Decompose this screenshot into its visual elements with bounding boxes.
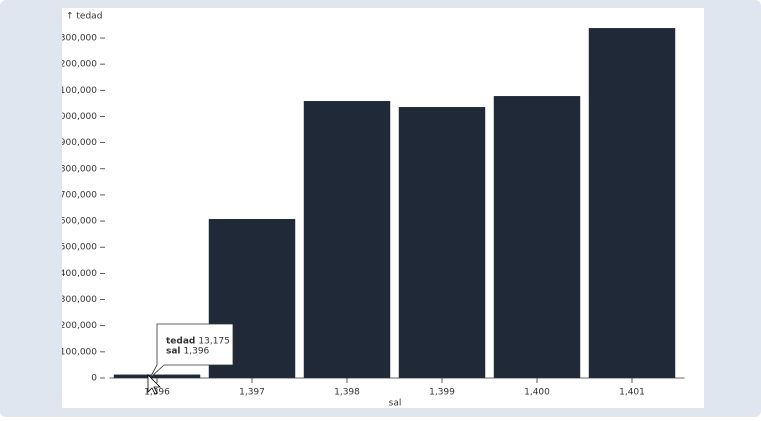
tooltip-key: tedad xyxy=(166,337,195,347)
y-tick-label: 300,000 xyxy=(60,295,97,305)
cursor xyxy=(147,374,161,395)
y-tick-label: 1,200,000 xyxy=(51,60,97,70)
y-tick-label: 100,000 xyxy=(60,347,97,357)
y-tick-label: 1,000,000 xyxy=(51,112,97,122)
y-tick-label: 1,300,000 xyxy=(51,34,97,44)
y-tick-label: 200,000 xyxy=(60,321,97,331)
y-tick-label: 400,000 xyxy=(60,269,97,279)
y-tick-label: 500,000 xyxy=(60,243,97,253)
x-tick-label: 1,400 xyxy=(524,388,550,398)
tooltip-box xyxy=(149,323,234,379)
tooltip: tedad 13,175 sal 1,396 xyxy=(147,323,234,395)
plot: ↑ tedad sal 0 100,000 200,000 300,000 400,00… xyxy=(51,12,685,409)
y-tick-label: 1,100,000 xyxy=(51,86,97,96)
tooltip-key: sal xyxy=(166,347,181,357)
bar xyxy=(398,107,486,379)
x-axis-label: sal xyxy=(389,399,402,409)
y-tick-label: 700,000 xyxy=(60,190,97,200)
y-tick-label: 0 xyxy=(91,374,97,384)
bar xyxy=(588,28,676,379)
x-tick-label: 1,398 xyxy=(334,388,360,398)
y-tick-label: 900,000 xyxy=(60,138,97,148)
y-tick-label: 600,000 xyxy=(60,217,97,227)
tooltip-value: 13,175 xyxy=(198,337,230,347)
x-tick-label: 1,399 xyxy=(429,388,455,398)
tooltip-value: 1,396 xyxy=(184,347,210,357)
bar xyxy=(493,96,581,379)
y-axis-label: ↑ tedad xyxy=(66,12,102,22)
bar xyxy=(303,101,391,379)
x-tick-label: 1,401 xyxy=(619,388,645,398)
y-tick-label: 800,000 xyxy=(60,164,97,174)
x-tick-label: 1,397 xyxy=(239,388,265,398)
bar xyxy=(113,374,201,378)
